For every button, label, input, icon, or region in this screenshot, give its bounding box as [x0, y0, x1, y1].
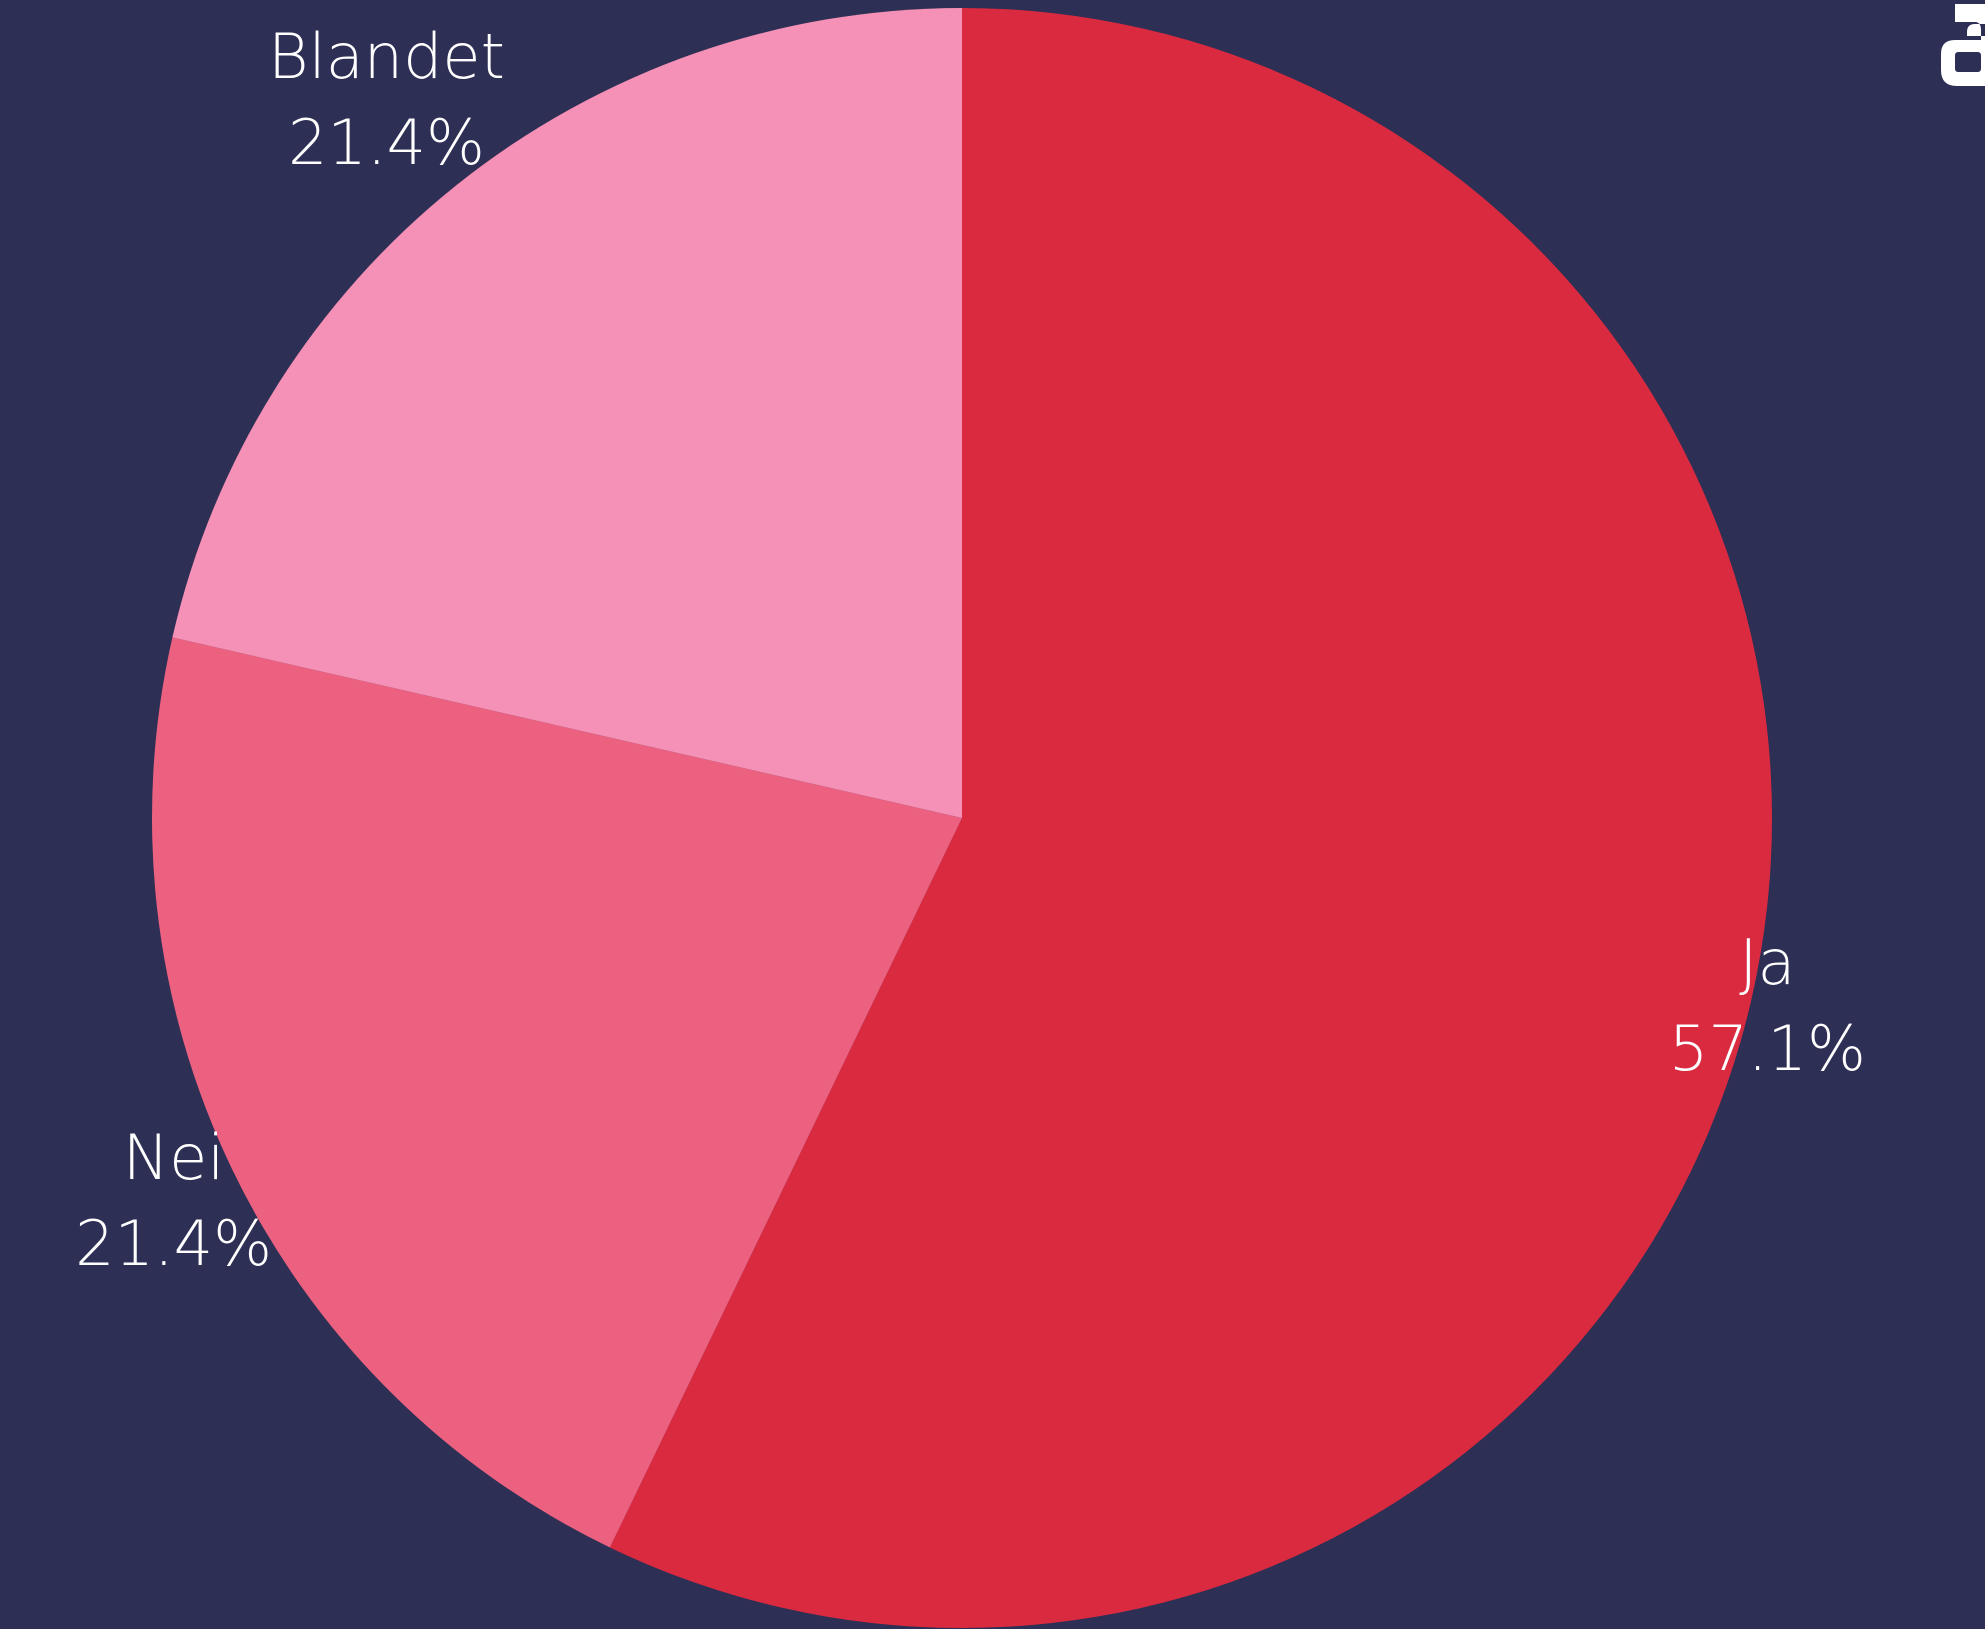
- pie-slices: [151, 8, 1772, 1628]
- pie-slice-blandet: [172, 8, 962, 818]
- slice-label-blandet: Blandet: [268, 20, 505, 93]
- pie-slice-nei: [151, 637, 963, 1548]
- slice-percent-blandet: 21.4%: [288, 106, 485, 179]
- slice-label-ja: Ja: [1739, 926, 1795, 999]
- slice-percent-ja: 57.1%: [1669, 1012, 1866, 1085]
- slice-label-nei: Nei: [123, 1121, 225, 1194]
- brand-logo-icon: [1941, 4, 1985, 86]
- pie-labels: Ja 57.1% Nei 21.4% Blandet 21.4%: [75, 20, 1866, 1280]
- slice-percent-nei: 21.4%: [75, 1207, 272, 1280]
- pie-slice-ja: [609, 8, 1772, 1628]
